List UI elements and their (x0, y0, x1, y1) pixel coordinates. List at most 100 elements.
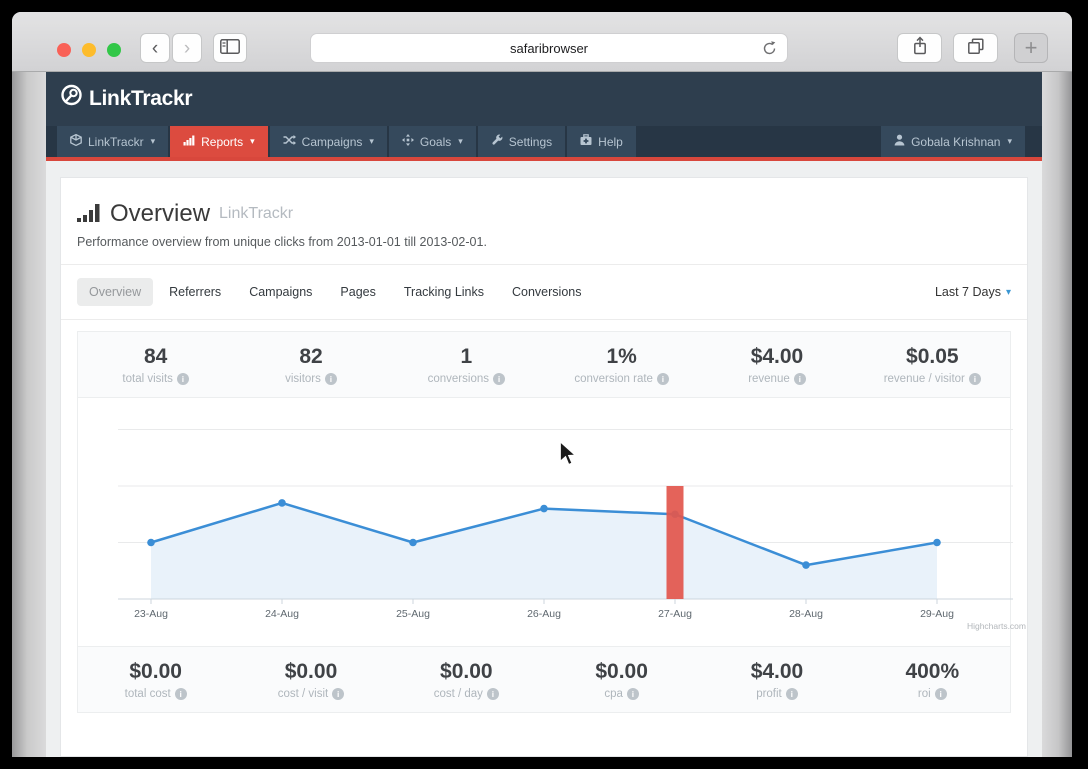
sidebar-button[interactable] (213, 33, 247, 63)
stat-revenue: $4.00 revenue i (699, 345, 854, 385)
report-tabs: Overview Referrers Campaigns Pages Track… (61, 265, 1027, 320)
nav-label: Goals (419, 134, 452, 149)
info-icon[interactable]: i (656, 373, 669, 385)
share-button[interactable] (897, 33, 942, 63)
linktrackr-logo-icon (58, 83, 84, 115)
info-icon[interactable]: i (332, 688, 345, 700)
bar-chart-icon (77, 201, 101, 228)
page-subtitle: Performance overview from unique clicks … (77, 235, 487, 249)
info-icon[interactable]: i (626, 688, 639, 700)
date-range-label: Last 7 Days (934, 285, 1001, 299)
nav-item-linktrackr[interactable]: LinkTrackr ▾ (57, 126, 169, 157)
nav-item-goals[interactable]: Goals ▾ (388, 126, 476, 157)
nav-item-settings[interactable]: Settings (477, 126, 566, 157)
date-range-picker[interactable]: Last 7 Days ▾ (935, 285, 1011, 299)
user-name: Gobala Krishnan (911, 134, 1001, 149)
info-icon[interactable]: i (493, 373, 505, 385)
minimize-window-button[interactable] (82, 43, 96, 57)
info-icon[interactable]: i (176, 373, 189, 385)
address-bar[interactable]: safaribrowser (310, 33, 788, 63)
visits-chart-panel[interactable]: 23-Aug 24-Aug 25-Aug 26-Aug 27-Aug 28-Aug 29-A… (78, 398, 1026, 646)
site-header: LinkTrackr (46, 72, 1042, 126)
card-header: Overview LinkTrackr Performance overview… (61, 178, 1027, 265)
nav-item-campaigns[interactable]: Campaigns ▾ (269, 126, 387, 157)
nav-item-help[interactable]: Help (567, 126, 636, 157)
bar-chart-icon (183, 134, 195, 149)
info-icon[interactable]: i (785, 688, 798, 700)
stat-value: 1 (460, 345, 473, 368)
svg-text:28-Aug: 28-Aug (789, 608, 823, 620)
back-button[interactable]: ‹ (140, 33, 170, 63)
info-icon[interactable]: i (486, 688, 499, 700)
stat-label: revenue / visitor (883, 373, 965, 385)
browser-toolbar: ‹ › safaribrowser (12, 12, 1072, 72)
svg-text:26-Aug: 26-Aug (527, 608, 561, 620)
info-icon[interactable]: i (174, 688, 187, 700)
stat-label: visitors (285, 373, 321, 385)
wrench-icon (491, 134, 503, 149)
new-tab-button[interactable]: + (1014, 33, 1048, 63)
linktrackr-logo[interactable]: LinkTrackr (58, 83, 193, 115)
nav-item-reports[interactable]: Reports ▾ (170, 126, 268, 157)
stat-label: cpa (604, 688, 623, 700)
zoom-window-button[interactable] (107, 43, 121, 57)
info-icon[interactable]: i (793, 373, 806, 385)
tab-pages[interactable]: Pages (340, 285, 376, 299)
overview-card: Overview LinkTrackr Performance overview… (60, 177, 1028, 757)
caret-down-icon: ▾ (250, 136, 255, 146)
stat-label: cost / visit (277, 688, 329, 700)
tabs-overview-icon (967, 37, 985, 59)
stat-value: 1% (606, 345, 637, 368)
reload-icon[interactable] (761, 40, 778, 62)
nav-accent-rule (46, 157, 1042, 161)
user-menu[interactable]: Gobala Krishnan ▾ (881, 126, 1025, 157)
move-arrows-icon (401, 134, 414, 149)
stat-label: profit (756, 688, 782, 700)
close-window-button[interactable] (57, 43, 71, 57)
nav-label: Campaigns (301, 134, 363, 149)
browser-window: ‹ › safaribrowser (12, 12, 1072, 757)
medkit-icon (580, 134, 592, 149)
stat-value: $0.00 (595, 660, 648, 683)
stats-row-top: 84 total visits i 82 visitors i 1 conversi… (78, 332, 1010, 398)
svg-text:24-Aug: 24-Aug (265, 608, 299, 620)
info-icon[interactable]: i (968, 373, 981, 385)
page-title: Overview (110, 200, 211, 227)
nav-label: LinkTrackr (88, 134, 144, 149)
info-icon[interactable]: i (324, 373, 337, 385)
caret-down-icon: ▾ (1007, 136, 1012, 146)
tab-conversions[interactable]: Conversions (512, 285, 582, 299)
url-text: safaribrowser (509, 40, 589, 56)
page-background: Overview LinkTrackr Performance overview… (46, 161, 1042, 757)
tab-overview[interactable]: Overview (77, 278, 154, 306)
caret-down-icon: ▾ (369, 136, 374, 146)
stat-roi: 400% roi i (855, 660, 1010, 700)
tab-campaigns[interactable]: Campaigns (249, 285, 313, 299)
stat-value: $0.05 (906, 345, 959, 368)
logo-text: LinkTrackr (89, 87, 193, 110)
shuffle-icon (283, 134, 296, 149)
metrics-panel: 84 total visits i 82 visitors i 1 conversi… (77, 331, 1026, 713)
tab-referrers[interactable]: Referrers (169, 285, 222, 299)
user-icon (894, 134, 905, 149)
tab-tracking-links[interactable]: Tracking Links (403, 285, 484, 299)
stat-profit: $4.00 profit i (699, 660, 854, 700)
show-tabs-button[interactable] (953, 33, 998, 63)
forward-button[interactable]: › (172, 33, 202, 63)
stat-value: $4.00 (750, 660, 804, 683)
stat-label: conversions (427, 373, 489, 385)
nav-label: Settings (508, 134, 553, 149)
stat-total-cost: $0.00 total cost i (78, 660, 233, 700)
stat-visitors: 82 visitors i (233, 345, 388, 385)
stat-cpa: $0.00 cpa i (544, 660, 699, 700)
caret-down-icon: ▾ (458, 136, 463, 146)
stat-label: roi (917, 688, 931, 700)
stat-label: total visits (122, 373, 173, 385)
overview-chart: 23-Aug 24-Aug 25-Aug 26-Aug 27-Aug 28-Aug 29-A… (118, 429, 1026, 631)
stat-total-visits: 84 total visits i (78, 345, 233, 385)
page-title-suffix: LinkTrackr (219, 205, 294, 222)
svg-text:Highcharts.com: Highcharts.com (967, 621, 1026, 631)
main-nav: LinkTrackr ▾ Reports ▾ Cam (46, 126, 1042, 157)
caret-down-icon: ▾ (1005, 286, 1011, 298)
info-icon[interactable]: i (934, 688, 947, 700)
